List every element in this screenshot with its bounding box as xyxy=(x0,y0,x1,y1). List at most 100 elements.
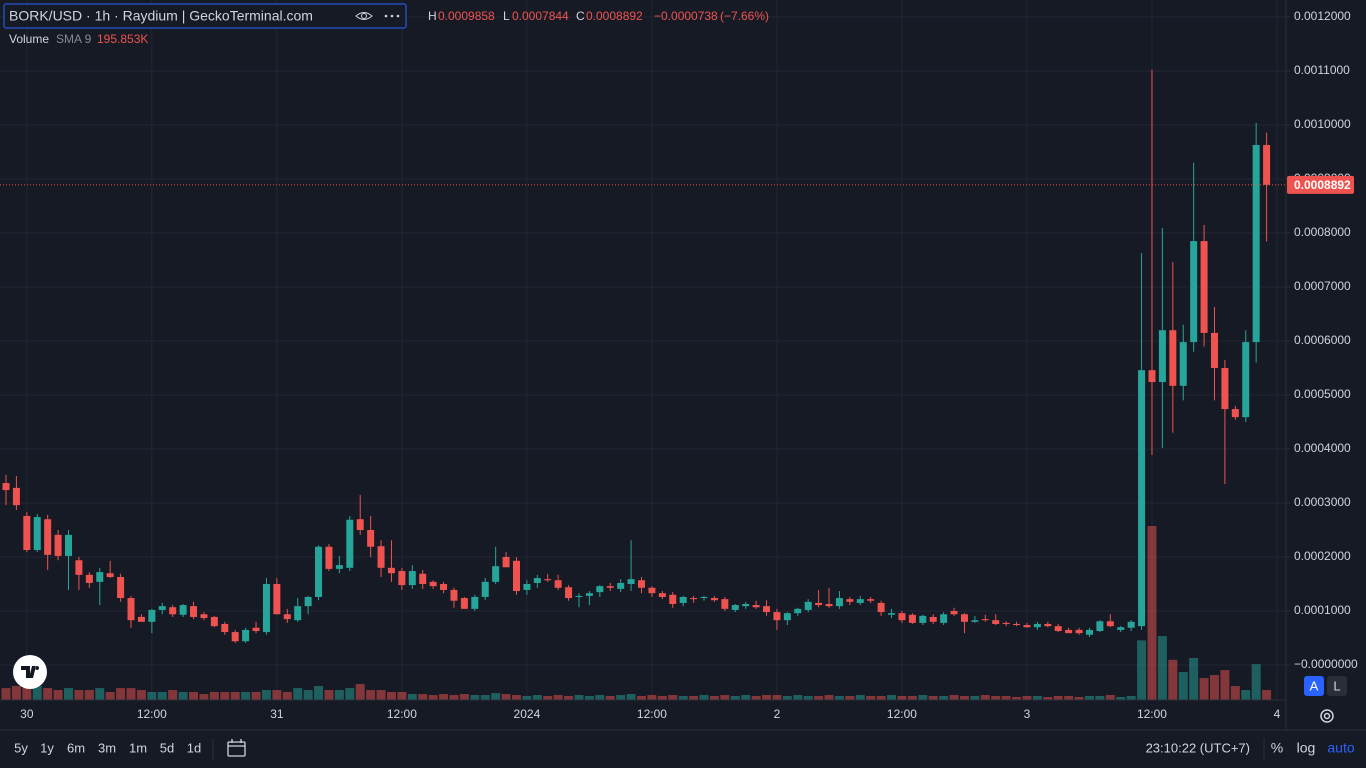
volume-bar xyxy=(1,688,11,700)
range-button[interactable]: 5d xyxy=(160,740,174,755)
candle-body xyxy=(929,616,937,622)
settings-icon[interactable] xyxy=(1320,709,1334,723)
volume-bar xyxy=(824,695,834,700)
candle-body xyxy=(773,612,781,621)
volume-bar xyxy=(480,695,490,700)
volume-bar xyxy=(1189,658,1199,700)
log-scale-button[interactable] xyxy=(1327,676,1347,696)
volume-bar xyxy=(116,688,126,700)
volume-bar xyxy=(511,695,521,700)
volume-bar xyxy=(105,691,115,700)
candle-body xyxy=(502,557,510,568)
volume-bar xyxy=(209,691,219,700)
range-button[interactable]: 3m xyxy=(98,740,116,755)
y-tick-label: 0.0001000 xyxy=(1294,603,1351,617)
volume-bar xyxy=(1147,526,1157,700)
candle-body xyxy=(856,599,864,603)
candle-body xyxy=(23,515,31,550)
legend-key: L xyxy=(503,9,510,23)
candle-body xyxy=(533,578,541,583)
candle-body xyxy=(367,530,375,547)
y-tick-label: 0.0005000 xyxy=(1294,387,1351,401)
volume-bar xyxy=(230,691,240,700)
range-button[interactable]: 1d xyxy=(187,740,201,755)
volume-bar xyxy=(1126,695,1136,700)
volume-bar xyxy=(1230,686,1240,700)
volume-bar xyxy=(866,695,876,700)
candle-body xyxy=(1148,370,1156,383)
x-tick-label: 12:00 xyxy=(137,707,167,721)
candle-body xyxy=(148,609,156,622)
volume-bar xyxy=(772,695,782,700)
volume-bar xyxy=(1095,695,1105,700)
scale-option[interactable]: log xyxy=(1297,740,1316,756)
volume-bar xyxy=(345,688,355,700)
x-tick-label: 12:00 xyxy=(887,707,917,721)
auto-scale-button[interactable] xyxy=(1304,676,1324,696)
volume-bar xyxy=(720,695,730,700)
volume-bar xyxy=(564,695,574,700)
candle-body xyxy=(669,594,677,604)
legend-high: 0.0009858 xyxy=(438,9,495,23)
volume-bar xyxy=(95,688,105,700)
candle-body xyxy=(908,614,916,623)
volume-bar xyxy=(887,695,897,700)
candle-body xyxy=(867,599,875,601)
more-icon[interactable] xyxy=(384,14,400,18)
calendar-icon[interactable] xyxy=(227,739,246,757)
volume-bar xyxy=(334,690,344,700)
candle-body xyxy=(1117,627,1125,630)
volume-bar xyxy=(939,695,949,700)
volume-bar xyxy=(293,688,303,700)
range-button[interactable]: 1y xyxy=(40,740,54,755)
volume-bar xyxy=(1001,695,1011,700)
candle-body xyxy=(273,584,281,615)
candle-body xyxy=(846,599,854,602)
scale-option[interactable]: auto xyxy=(1327,740,1354,756)
range-button[interactable]: 5y xyxy=(14,740,28,755)
volume-bar xyxy=(730,695,740,700)
candle-body xyxy=(471,596,479,609)
volume-bar xyxy=(126,688,136,700)
candle-body xyxy=(752,605,760,608)
volume-bar xyxy=(449,695,459,700)
scale-option[interactable]: % xyxy=(1271,740,1283,756)
candle-body xyxy=(200,614,208,619)
candle-body xyxy=(960,614,968,622)
volume-bar xyxy=(980,695,990,700)
volume-bar xyxy=(147,691,157,700)
candle-body xyxy=(408,571,416,586)
candle-body xyxy=(127,598,135,621)
volume-bar xyxy=(855,695,865,700)
volume-bar xyxy=(897,695,907,700)
volume-bar xyxy=(501,694,511,700)
volume-bar xyxy=(418,694,428,700)
volume-bar xyxy=(845,695,855,700)
range-button[interactable]: 1m xyxy=(129,740,147,755)
candle-body xyxy=(190,606,198,617)
volume-bar xyxy=(1220,670,1230,700)
y-tick-label: 0.0006000 xyxy=(1294,333,1351,347)
candle-body xyxy=(596,586,604,593)
tv-logo[interactable] xyxy=(13,655,47,689)
candle-body xyxy=(117,576,125,599)
candle-body xyxy=(65,534,73,556)
volume-bar xyxy=(491,693,501,700)
candle-body xyxy=(346,519,354,568)
symbol-box[interactable] xyxy=(3,3,407,29)
volume-bar xyxy=(282,691,292,700)
range-button[interactable]: 6m xyxy=(67,740,85,755)
eye-icon[interactable] xyxy=(355,12,373,20)
candle-body xyxy=(721,599,729,609)
candle-body xyxy=(575,595,583,597)
candle-body xyxy=(981,619,989,621)
candle-body xyxy=(356,519,364,531)
candle-body xyxy=(617,582,625,589)
candle-body xyxy=(710,598,718,601)
candle-body xyxy=(1106,621,1114,627)
candle-body xyxy=(179,605,187,615)
volume-bar xyxy=(657,695,667,700)
x-tick-label: 2 xyxy=(774,707,781,721)
y-tick-label: 0.0011000 xyxy=(1294,63,1350,77)
